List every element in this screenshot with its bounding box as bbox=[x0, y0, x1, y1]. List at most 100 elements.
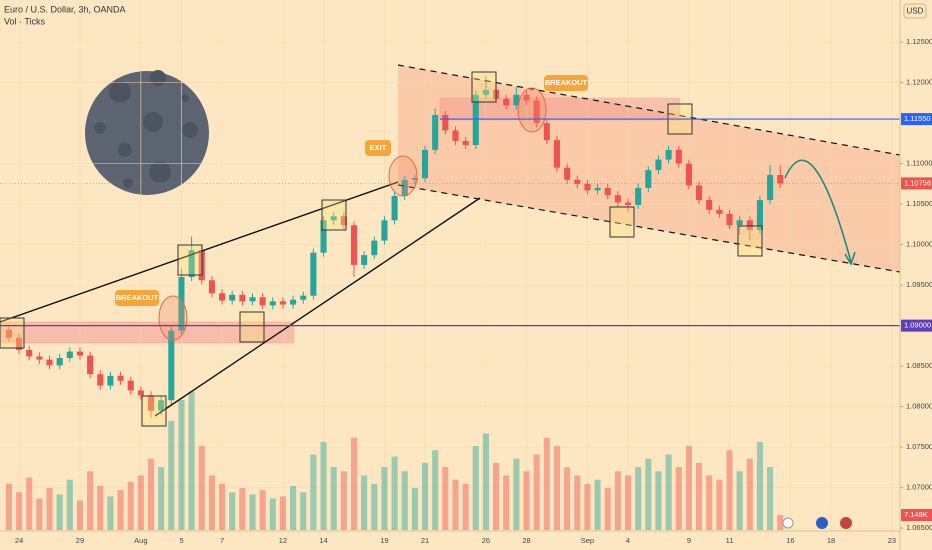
candle-body bbox=[726, 213, 733, 226]
resistance-zone bbox=[439, 97, 681, 121]
candle-body bbox=[117, 375, 124, 381]
candle-body bbox=[310, 252, 317, 296]
volume-bar bbox=[432, 450, 439, 530]
candle-body bbox=[76, 351, 84, 356]
volume-bar bbox=[188, 391, 195, 530]
volume-bar bbox=[229, 492, 236, 530]
candle-body bbox=[239, 294, 246, 302]
candle-body bbox=[66, 351, 73, 359]
candle-body bbox=[442, 115, 449, 131]
volume-bar bbox=[117, 490, 124, 530]
candle-body bbox=[147, 395, 155, 411]
icon[interactable] bbox=[840, 517, 852, 529]
breakout-circles bbox=[158, 87, 547, 341]
candle-body bbox=[330, 216, 337, 221]
candle-body bbox=[746, 220, 753, 231]
volume-bar bbox=[777, 515, 784, 530]
volume-bar bbox=[168, 420, 175, 530]
volume-bar bbox=[421, 462, 429, 530]
candle-body bbox=[320, 220, 327, 253]
candle-body bbox=[361, 255, 368, 265]
candle-body bbox=[665, 149, 672, 160]
y-tick-label: 1.08000 bbox=[906, 402, 932, 411]
candle-body bbox=[16, 337, 23, 350]
candle-body bbox=[604, 187, 611, 196]
volume-bar bbox=[533, 454, 540, 530]
y-tick-label: 1.08500 bbox=[906, 361, 932, 370]
volume-bar bbox=[310, 454, 317, 530]
candle-body bbox=[158, 400, 165, 411]
volume-bar bbox=[279, 496, 286, 530]
support-zone bbox=[0, 321, 295, 344]
x-tick-label: 23 bbox=[888, 536, 896, 545]
annotation: BREAKOUT bbox=[116, 293, 159, 302]
candle-body bbox=[462, 140, 469, 145]
x-tick-label: 21 bbox=[421, 536, 429, 545]
candle-body bbox=[97, 374, 104, 386]
volume-bar bbox=[767, 467, 774, 530]
volume-bar bbox=[543, 437, 550, 530]
volume-bar bbox=[269, 498, 276, 530]
volume-bar bbox=[493, 462, 500, 530]
price-label-bg bbox=[901, 113, 932, 126]
candle-body bbox=[533, 100, 540, 124]
candle-body bbox=[371, 240, 378, 256]
x-tick-label: 5 bbox=[179, 536, 183, 545]
wedge-bottom bbox=[154, 197, 481, 417]
x-tick-label: 24 bbox=[15, 536, 23, 545]
volume-bar bbox=[350, 437, 358, 530]
price-label: 1.11550 bbox=[904, 114, 931, 123]
volume-bar bbox=[584, 483, 591, 530]
volume-bar bbox=[198, 446, 205, 530]
arrow-head bbox=[844, 251, 856, 266]
volume-bar bbox=[381, 467, 388, 530]
candle-body bbox=[87, 355, 94, 375]
volume-bar bbox=[249, 494, 256, 530]
candle-body bbox=[756, 200, 763, 231]
volume-bar bbox=[371, 483, 378, 530]
candle-body bbox=[259, 297, 266, 306]
drawings bbox=[0, 65, 900, 344]
candle-body bbox=[513, 94, 520, 106]
annotation-box bbox=[115, 290, 159, 306]
icon[interactable] bbox=[816, 517, 828, 529]
volume-bar bbox=[411, 488, 418, 530]
candle-body bbox=[46, 359, 53, 366]
volume-bar bbox=[655, 471, 662, 530]
annotation-box bbox=[365, 140, 391, 156]
candle-body bbox=[249, 297, 256, 302]
icon[interactable] bbox=[782, 517, 794, 529]
candle-body bbox=[574, 179, 581, 184]
candle-body bbox=[553, 140, 561, 168]
volume-bar bbox=[320, 441, 327, 530]
volume-bar bbox=[259, 490, 266, 530]
candle-body bbox=[5, 329, 12, 338]
x-tick-label: 4 bbox=[626, 536, 630, 545]
y-tick-label: 1.07500 bbox=[906, 442, 932, 451]
candle-body bbox=[56, 358, 63, 366]
currency-box[interactable] bbox=[903, 3, 927, 19]
volume-bar bbox=[36, 498, 43, 530]
x-tick-label: 28 bbox=[522, 536, 530, 545]
volume-bar bbox=[523, 471, 530, 530]
candle-body bbox=[645, 170, 652, 188]
currency[interactable]: USD bbox=[907, 7, 924, 16]
axes: 1.12500 1.12000 1.11000 1.10500 1.10000 1.095… bbox=[15, 37, 932, 545]
candle-body bbox=[777, 174, 784, 184]
candle-body bbox=[219, 293, 226, 301]
volume-bar bbox=[66, 479, 73, 530]
volume-bar bbox=[300, 492, 307, 530]
volume-bar bbox=[756, 441, 763, 530]
candle-body bbox=[350, 225, 358, 265]
annotation-box bbox=[544, 75, 588, 91]
candle-body bbox=[624, 202, 632, 205]
volume-bar bbox=[604, 488, 611, 530]
volume-bar bbox=[675, 467, 682, 530]
volume-bar bbox=[401, 471, 408, 530]
candle-body bbox=[279, 301, 286, 305]
volume-bar bbox=[56, 494, 63, 530]
annotation: BREAKOUT bbox=[545, 78, 588, 87]
volume-bar bbox=[219, 483, 226, 530]
candle-body bbox=[564, 167, 571, 180]
volume-bar bbox=[391, 456, 398, 530]
